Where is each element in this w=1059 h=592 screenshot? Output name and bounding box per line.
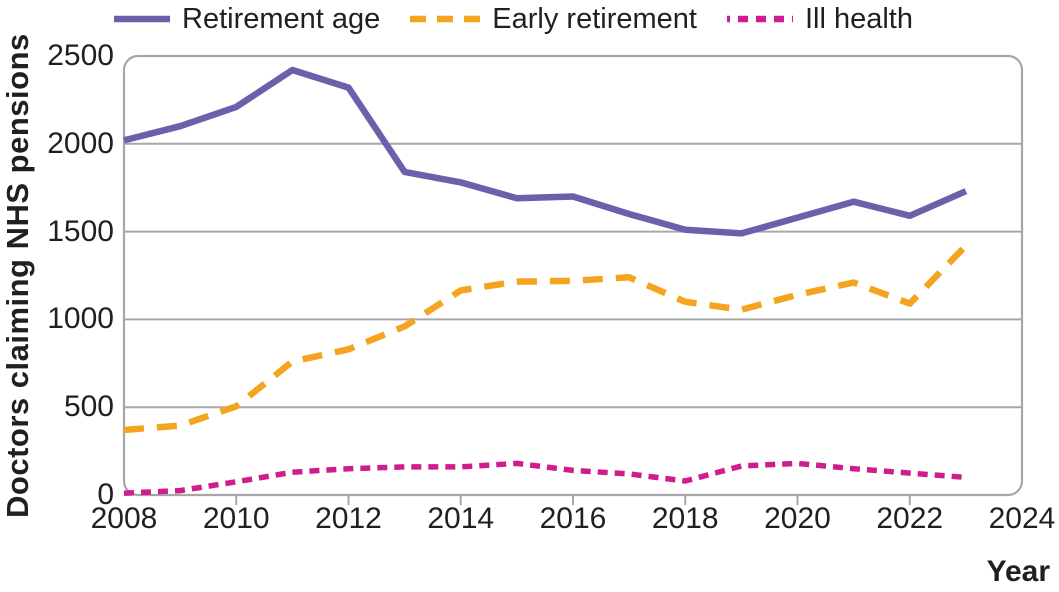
dashed-line-swatch-icon [410, 15, 481, 23]
y-axis-title: Doctors claiming NHS pensions [0, 33, 35, 518]
series-line-ill-health [123, 460, 967, 496]
x-tick-label-2016: 2016 [539, 502, 607, 535]
legend-label: Retirement age [182, 2, 381, 35]
x-tick-label-2024: 2024 [988, 502, 1056, 535]
x-tick-label-2022: 2022 [876, 502, 944, 535]
x-tick-label-2010: 2010 [202, 502, 270, 535]
y-tick-label-500: 500 [63, 390, 114, 424]
x-tick-label-2008: 2008 [90, 502, 158, 535]
plot-frame [122, 54, 1024, 497]
x-tick-label-2012: 2012 [315, 502, 382, 535]
legend-item-ill-health: Ill health [726, 2, 913, 35]
legend-item-early-retirement: Early retirement [410, 2, 697, 35]
legend-label: Early retirement [492, 2, 697, 35]
chart-legend: Retirement age Early retirement Ill health [114, 0, 913, 38]
y-tick-label-2500: 2500 [47, 39, 114, 72]
dotted-line-swatch-icon [726, 15, 793, 23]
x-tick-label-2014: 2014 [427, 502, 495, 535]
series-line-early-retirement [123, 243, 969, 434]
legend-label: Ill health [804, 2, 913, 35]
solid-line-swatch-icon [114, 15, 170, 23]
legend-item-retirement-age: Retirement age [114, 2, 381, 35]
series-line-retirement-age [123, 66, 968, 237]
x-tick-label-2018: 2018 [651, 502, 719, 535]
x-tick-label-2020: 2020 [764, 502, 831, 535]
x-axis-title: Year [986, 555, 1050, 588]
y-tick-label-1500: 1500 [47, 214, 114, 248]
y-tick-label-1000: 1000 [47, 302, 114, 336]
y-tick-label-0: 0 [97, 478, 114, 511]
y-tick-label-2000: 2000 [47, 126, 114, 160]
